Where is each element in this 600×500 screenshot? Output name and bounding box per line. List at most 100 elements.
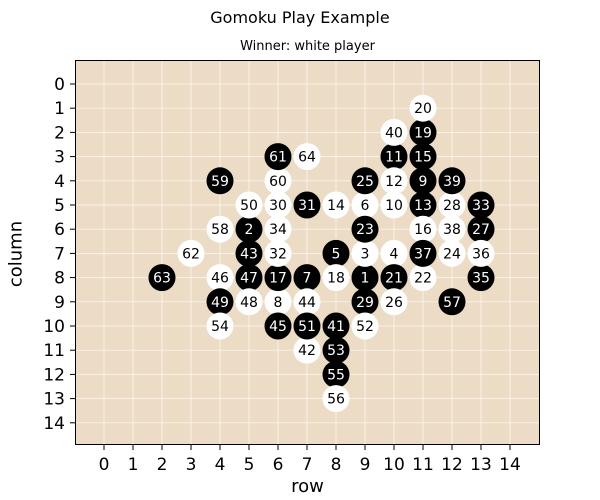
y-tick-label: 10 [43,317,65,337]
move-number: 26 [385,295,403,311]
move-number: 29 [356,295,374,311]
white-stone [380,118,408,146]
white-stone [293,143,321,171]
move-number: 33 [472,198,490,214]
move-number: 64 [298,150,316,166]
black-stone [206,167,234,195]
move-number: 13 [414,198,432,214]
move-number: 5 [332,246,341,262]
white-stone [322,191,350,219]
move-number: 47 [240,271,258,287]
x-tick-label: 12 [441,455,463,475]
white-stone [264,191,292,219]
white-stone [380,167,408,195]
black-stone [409,167,437,195]
black-stone [467,264,495,292]
y-tick-label: 13 [43,390,65,410]
white-stone [264,215,292,243]
move-number: 40 [385,125,403,141]
black-stone [351,264,379,292]
x-tick-label: 2 [157,455,168,475]
move-number: 27 [472,222,490,238]
x-tick-label: 5 [244,455,255,475]
white-stone [293,336,321,364]
move-number: 2 [245,222,254,238]
white-stone [438,191,466,219]
move-number: 52 [356,319,374,335]
black-stone [409,239,437,267]
white-stone [351,191,379,219]
move-number: 10 [385,198,403,214]
move-number: 24 [443,246,461,262]
move-number: 11 [385,150,403,166]
move-number: 43 [240,246,258,262]
move-number: 61 [269,150,287,166]
black-stone [206,288,234,316]
y-axis-label: column [5,220,27,288]
black-stone [322,360,350,388]
move-number: 20 [414,101,432,117]
move-number: 22 [414,271,432,287]
black-stone [409,143,437,171]
move-number: 19 [414,125,432,141]
black-stone [467,191,495,219]
white-stone [235,288,263,316]
y-tick-label: 8 [54,269,65,289]
chart-subtitle: Winner: white player [240,39,375,54]
x-tick-label: 8 [331,455,342,475]
move-number: 56 [327,392,345,408]
white-stone [235,191,263,219]
x-tick-label: 10 [383,455,405,475]
move-number: 36 [472,246,490,262]
move-number: 60 [269,174,287,190]
move-number: 50 [240,198,258,214]
move-number: 45 [269,319,287,335]
white-stone [206,215,234,243]
move-number: 54 [211,319,229,335]
black-stone [380,264,408,292]
move-number: 62 [182,246,200,262]
white-stone [264,239,292,267]
x-tick-label: 14 [499,455,521,475]
x-axis-label: row [291,476,324,497]
y-tick-label: 12 [43,365,65,385]
white-stone [467,239,495,267]
move-number: 17 [269,271,287,287]
move-number: 53 [327,343,345,359]
move-number: 58 [211,222,229,238]
white-stone [438,215,466,243]
y-tick-label: 6 [54,220,65,240]
move-number: 1 [361,271,370,287]
black-stone [351,288,379,316]
white-stone [264,288,292,316]
move-number: 34 [269,222,287,238]
y-tick-label: 9 [54,293,65,313]
black-stone [409,118,437,146]
black-stone [235,239,263,267]
y-tick-label: 0 [54,75,65,95]
white-stone [206,264,234,292]
move-number: 23 [356,222,374,238]
move-number: 4 [390,246,399,262]
move-number: 48 [240,295,258,311]
move-number: 46 [211,271,229,287]
black-stone [293,312,321,340]
move-number: 38 [443,222,461,238]
white-stone [177,239,205,267]
x-tick-label: 9 [360,455,371,475]
y-tick-label: 1 [54,99,65,119]
x-tick-label: 13 [470,455,492,475]
move-number: 14 [327,198,345,214]
move-number: 16 [414,222,432,238]
x-tick-label: 3 [186,455,197,475]
move-number: 12 [385,174,403,190]
move-number: 31 [298,198,316,214]
white-stone [438,239,466,267]
y-tick-label: 2 [54,123,65,143]
y-tick-label: 11 [43,341,65,361]
white-stone [351,239,379,267]
move-number: 9 [419,174,428,190]
x-tick-label: 6 [273,455,284,475]
black-stone [351,167,379,195]
